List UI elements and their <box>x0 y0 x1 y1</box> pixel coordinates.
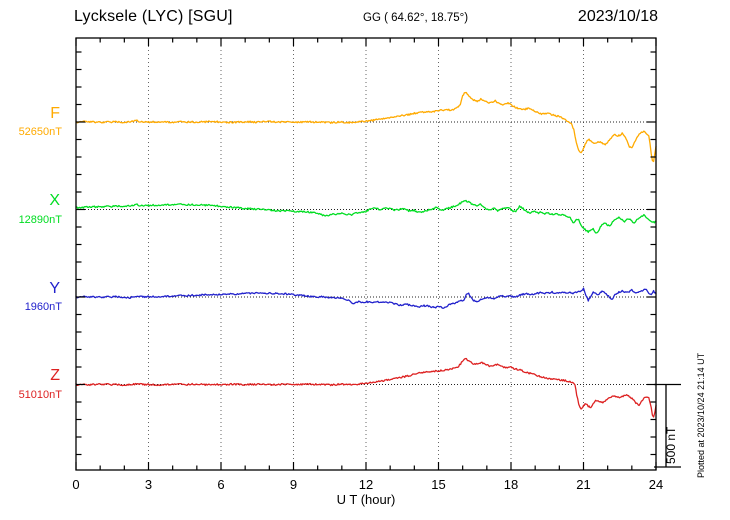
channel-value-z: 51010nT <box>18 389 62 401</box>
x-tick-label-6: 6 <box>217 477 225 492</box>
x-tick-label-9: 9 <box>289 477 298 492</box>
x-tick-label-24: 24 <box>648 477 664 492</box>
x-axis-title: U T (hour) <box>336 492 396 507</box>
station-title: Lycksele (LYC) [SGU] <box>74 8 233 25</box>
plot-frame <box>75 37 657 471</box>
channel-label-y: Y <box>49 280 60 297</box>
channel-value-f: 52650nT <box>18 126 62 138</box>
x-tick-label-21: 21 <box>576 477 591 492</box>
scalebar-label: 500 nT <box>664 426 678 464</box>
channel-label-f: F <box>50 105 60 122</box>
channel-label-x: X <box>49 192 60 209</box>
channel-value-y: 1960nT <box>24 301 62 313</box>
x-tick-label-0: 0 <box>72 477 80 492</box>
x-tick-label-12: 12 <box>358 477 374 492</box>
channel-value-x: 12890nT <box>18 214 62 226</box>
trace-z <box>75 357 657 418</box>
plot-date: 2023/10/18 <box>577 8 658 25</box>
trace-x <box>75 199 657 234</box>
x-tick-label-3: 3 <box>144 477 153 492</box>
x-tick-label-18: 18 <box>503 477 519 492</box>
plotted-at-note: Plotted at 2023/10/24 21:14 UT <box>696 352 706 478</box>
trace-y <box>75 287 657 309</box>
geographic-coordinates: GG ( 64.62°, 18.75°) <box>363 12 469 24</box>
trace-f <box>75 91 657 163</box>
x-tick-label-15: 15 <box>431 477 446 492</box>
channel-label-z: Z <box>50 367 60 384</box>
